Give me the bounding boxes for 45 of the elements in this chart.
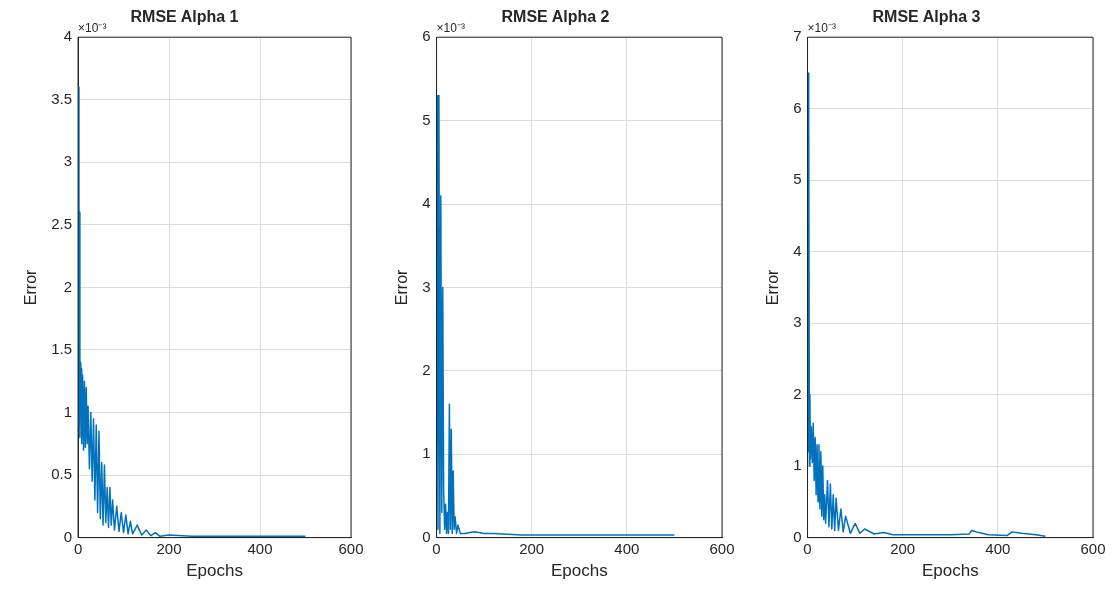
y-tick-label: 2: [422, 360, 431, 378]
text: ×10⁻³: [807, 20, 836, 35]
y-tick-label: 2: [793, 384, 802, 402]
x-axis-title: Epochs: [921, 561, 979, 581]
x-tick-label: 400: [247, 539, 273, 557]
y-tick-label: 4: [793, 241, 802, 259]
y-tick-label: 3: [793, 313, 802, 331]
y-tick-label: 0.5: [51, 465, 73, 483]
y-axis-title: Error: [764, 268, 782, 306]
chart-title: RMSE Alpha 1: [130, 8, 239, 26]
y-tick-label: 2.5: [51, 214, 73, 232]
y-tick-label: 6: [422, 27, 431, 45]
y-tick-label: 4: [422, 194, 431, 212]
x-tick-label: 400: [614, 539, 640, 557]
y-tick-label: 3: [63, 152, 73, 170]
y-tick-label: 1.5: [51, 340, 73, 358]
y-tick-label: 3.5: [51, 89, 73, 107]
chart-title: RMSE Alpha 3: [872, 8, 981, 26]
y-tick-label: 2: [63, 277, 73, 295]
y-tick-label: 3: [422, 277, 431, 295]
y-tick-label: 0: [793, 527, 802, 545]
y-tick-label: 1: [63, 402, 73, 420]
text: ×10⁻³: [78, 20, 107, 35]
x-axis-title: Epochs: [186, 561, 243, 581]
y-axis-title: Error: [22, 268, 40, 306]
x-tick-label: 200: [890, 539, 916, 557]
x-tick-label: 600: [1080, 539, 1106, 557]
x-axis-title: Epochs: [550, 561, 608, 581]
y-tick-label: 5: [422, 110, 431, 128]
y-tick-label: 0: [63, 527, 73, 545]
y-tick-label: 1: [793, 456, 802, 474]
x-tick-label: 600: [709, 539, 735, 557]
x-tick-label: 200: [156, 539, 182, 557]
y-tick-label: 6: [793, 98, 802, 116]
y-tick-label: 4: [63, 27, 73, 45]
y-tick-label: 7: [793, 27, 802, 45]
y-axis-title: Error: [393, 268, 411, 306]
x-tick-label: 400: [985, 539, 1011, 557]
y-tick-label: 5: [793, 170, 802, 188]
x-tick-label: 600: [338, 539, 364, 557]
text: ×10⁻³: [436, 20, 465, 35]
chart-title: RMSE Alpha 2: [501, 8, 610, 26]
y-tick-label: 1: [422, 444, 431, 462]
x-tick-label: 200: [519, 539, 545, 557]
y-tick-label: 0: [422, 527, 431, 545]
